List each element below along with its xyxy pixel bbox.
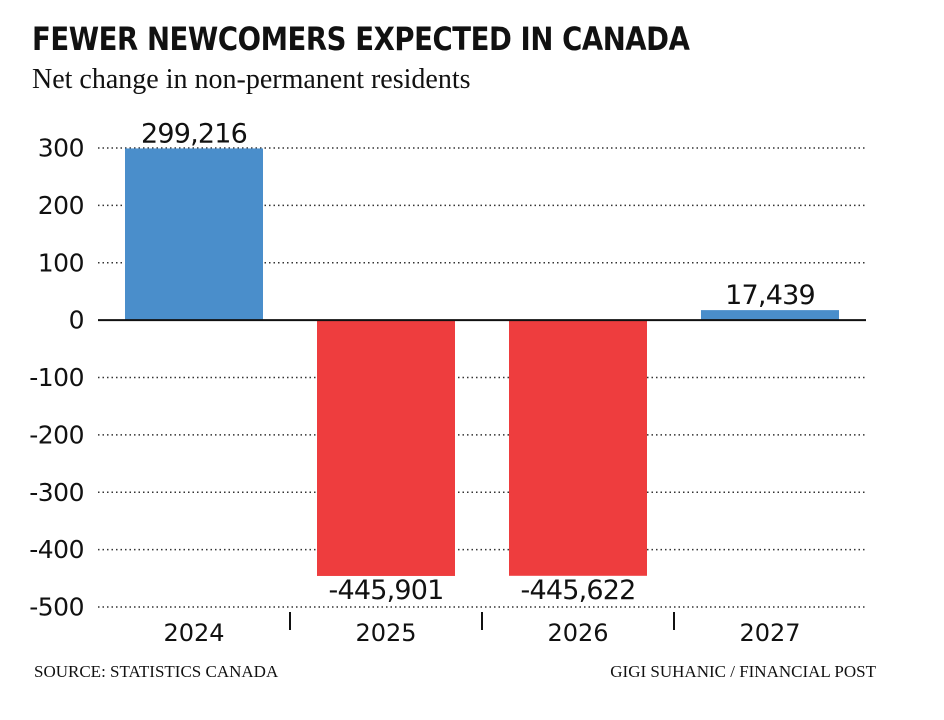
y-tick-label: 0 <box>69 306 84 335</box>
y-tick-label: -200 <box>29 420 84 449</box>
source-note: SOURCE: STATISTICS CANADA <box>34 662 279 681</box>
x-tick-label: 2024 <box>163 619 224 647</box>
data-label: -445,901 <box>329 575 444 606</box>
y-tick-label: -500 <box>29 593 84 622</box>
bar-2027 <box>701 310 839 321</box>
y-tick-label: -100 <box>29 363 84 392</box>
y-tick-label: 200 <box>38 191 84 220</box>
credit-note: GIGI SUHANIC / FINANCIAL POST <box>610 662 876 681</box>
data-label: 17,439 <box>725 280 815 311</box>
labels: 299,216 -445,901 -445,622 17,439 <box>141 118 816 606</box>
data-label: 299,216 <box>141 118 247 149</box>
bar-2026 <box>509 320 647 576</box>
y-tick-label: 300 <box>38 134 84 163</box>
y-tick-label: -400 <box>29 535 84 564</box>
bar-2024 <box>125 148 263 321</box>
x-tick-label: 2026 <box>547 619 608 647</box>
chart-subtitle: Net change in non-permanent residents <box>32 64 471 95</box>
bar-2025 <box>317 320 455 576</box>
gridlines <box>98 147 866 608</box>
x-tick-label: 2027 <box>739 619 800 647</box>
y-tick-label: 100 <box>38 248 84 277</box>
data-label: -445,622 <box>521 575 636 606</box>
x-tick-label: 2025 <box>355 619 416 647</box>
axes: 300 200 100 0 -100 -200 -300 -400 -500 2024 2025 20… <box>29 134 866 647</box>
chart-title: FEWER NEWCOMERS EXPECTED IN CANADA <box>32 20 690 58</box>
y-tick-label: -300 <box>29 478 84 507</box>
bars <box>125 148 839 576</box>
